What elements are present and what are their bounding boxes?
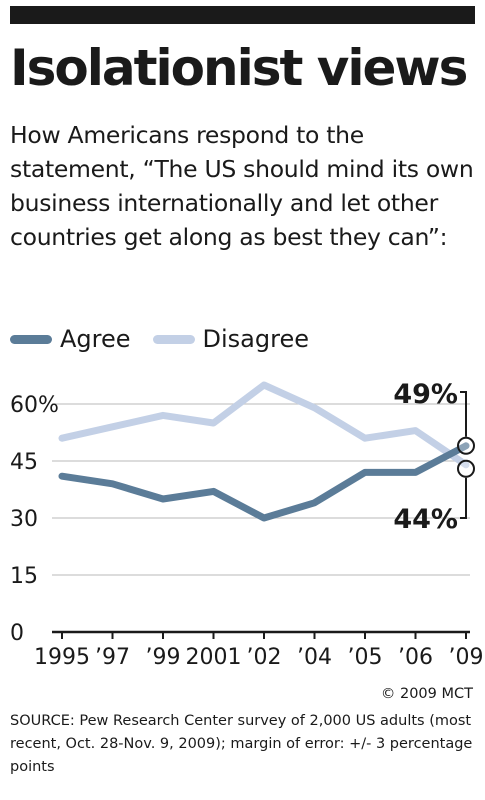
legend-item-agree: Agree (10, 325, 131, 353)
chart-title: Isolationist views (10, 39, 468, 97)
callout-leader-agree (460, 391, 467, 437)
legend-swatch-disagree (152, 334, 195, 344)
y-tick-label: 15 (10, 564, 38, 589)
series-line-disagree (58, 381, 470, 469)
chart-subtitle: How Americans respond to the statement, … (10, 121, 474, 251)
line-chart: 0 15 30 45 60% 1995’97 ’99 2001’02 ’04 ’05 ’06 ’09 4… (10, 379, 484, 670)
callout-leader-disagree (460, 477, 467, 519)
legend: Agree Disagree (10, 322, 331, 356)
x-tick-label: ’02 (247, 645, 282, 670)
x-tick-label: ’97 (95, 645, 130, 670)
legend-swatch-agree (10, 334, 52, 344)
x-tick-label: ’06 (398, 645, 433, 670)
series-line-agree (58, 442, 470, 522)
y-tick-label: 30 (10, 507, 38, 532)
x-tick-label: ’99 (146, 645, 181, 670)
annotation-agree-value: 49% (393, 379, 458, 410)
legend-label-agree: Agree (60, 325, 131, 353)
endpoint-marker-disagree (457, 459, 475, 478)
credit: © 2009 MCT (380, 686, 473, 702)
y-tick-label: 0 (10, 621, 24, 646)
legend-item-disagree: Disagree (152, 325, 309, 353)
x-tick-label: ’04 (297, 645, 332, 670)
x-tick-label: ’05 (348, 645, 383, 670)
legend-label-disagree: Disagree (202, 325, 309, 353)
annotation-disagree-value: 44% (393, 504, 458, 535)
top-rule (10, 6, 475, 24)
x-tick-label: 1995 (34, 645, 90, 670)
source-note: SOURCE: Pew Research Center survey of 2,… (10, 713, 473, 775)
x-tick-label: ’09 (449, 645, 484, 670)
y-tick-label: 45 (10, 450, 38, 475)
x-tick-label: 2001 (186, 645, 242, 670)
endpoint-marker-agree (457, 436, 475, 455)
y-tick-label: 60% (10, 393, 59, 418)
